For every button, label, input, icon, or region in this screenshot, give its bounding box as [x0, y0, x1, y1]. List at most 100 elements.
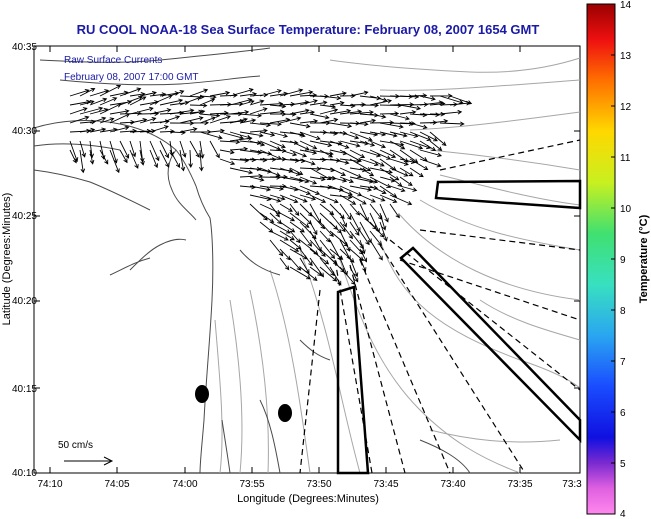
current-vector [359, 257, 367, 273]
current-vector [389, 158, 409, 166]
current-vector [329, 167, 346, 176]
current-vector [89, 116, 107, 124]
current-vector [349, 102, 367, 107]
current-vector [369, 113, 387, 119]
current-vector [159, 149, 170, 168]
current-vector [139, 90, 157, 97]
current-vector [179, 127, 198, 133]
colorbar-tick-label: 6 [620, 408, 626, 419]
current-vector [309, 221, 318, 236]
current-vector [279, 203, 293, 212]
current-vector [419, 140, 437, 151]
current-vector [289, 185, 311, 195]
current-vector [369, 185, 387, 194]
current-vector [349, 221, 360, 236]
current-vector [309, 176, 326, 182]
current-vector [159, 98, 184, 106]
current-vector [289, 167, 304, 175]
current-vector [349, 203, 361, 216]
current-vector [329, 185, 353, 196]
current-vector [349, 149, 366, 158]
current-vector [279, 248, 291, 261]
current-vector [259, 121, 282, 127]
current-vector [289, 194, 308, 203]
current-vector [89, 140, 95, 159]
current-vector [369, 98, 393, 106]
current-vector [119, 87, 142, 97]
current-vector [319, 239, 336, 260]
current-vector [259, 194, 282, 203]
current-vector [219, 139, 241, 145]
overlay-line-1: Raw Surface Currents [64, 55, 162, 66]
current-vector [399, 131, 419, 138]
y-tick-label: 40:10 [12, 468, 37, 479]
current-vector [349, 230, 365, 249]
current-vector [339, 266, 356, 286]
current-vector [379, 167, 400, 181]
current-vector [319, 194, 339, 204]
current-vector [199, 149, 204, 172]
current-vector [149, 94, 173, 106]
current-vector [319, 104, 337, 109]
current-vector [249, 128, 268, 134]
current-vector [419, 95, 436, 101]
current-vector [279, 88, 304, 97]
y-tick-label: 40:30 [12, 126, 37, 137]
current-vector [229, 98, 253, 106]
current-vector [259, 185, 284, 191]
current-vector [389, 203, 400, 219]
current-vector [269, 140, 286, 149]
shipping-lanes [336, 179, 582, 475]
current-vector [289, 221, 305, 233]
current-vector [69, 140, 79, 163]
current-vector [249, 176, 265, 182]
current-vector [309, 140, 333, 148]
coastline [33, 47, 471, 474]
current-vector [239, 118, 257, 124]
current-vector [109, 109, 130, 115]
current-vector [399, 110, 417, 115]
colorbar-label: Temperature (°C) [638, 214, 650, 303]
x-tick-label: 73:3 [562, 479, 582, 490]
current-vector [319, 95, 342, 101]
current-vector [339, 158, 361, 164]
colorbar-tick-label: 7 [620, 357, 626, 368]
current-vector [399, 176, 413, 186]
current-vector [289, 108, 310, 115]
current-vector [309, 194, 327, 203]
current-vector [439, 109, 463, 115]
current-vector [299, 118, 319, 124]
current-vector [299, 185, 321, 195]
current-vector [99, 85, 122, 97]
current-vector [209, 140, 220, 159]
current-vector [319, 230, 331, 243]
current-vector [329, 266, 342, 286]
current-vector [349, 266, 359, 283]
current-vector [329, 100, 345, 106]
current-vector [229, 146, 249, 152]
plot-area [33, 45, 581, 474]
y-tick-label: 40:20 [12, 296, 37, 307]
current-vector [89, 149, 95, 165]
current-vector [79, 87, 96, 97]
current-vector [149, 119, 170, 124]
current-vector [369, 158, 385, 167]
current-vector [299, 266, 318, 281]
current-vector [439, 121, 465, 127]
station-marker [195, 385, 209, 403]
current-vector [379, 140, 405, 147]
station-marker [278, 404, 292, 422]
current-vector [199, 140, 205, 159]
current-vector [99, 103, 122, 115]
current-vector [329, 108, 352, 115]
current-vector [389, 140, 406, 150]
current-vector [369, 230, 382, 247]
x-tick-label: 74:05 [104, 479, 129, 490]
x-tick-label: 73:35 [507, 479, 532, 490]
current-vector [109, 125, 130, 133]
current-vector [199, 116, 216, 124]
current-vector [409, 158, 429, 170]
x-tick-label: 74:00 [172, 479, 197, 490]
current-vector [269, 91, 289, 97]
current-vector [259, 131, 276, 137]
